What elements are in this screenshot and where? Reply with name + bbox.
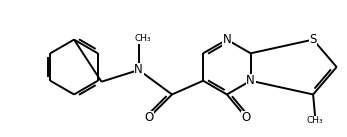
Text: CH₃: CH₃: [307, 116, 323, 125]
Text: CH₃: CH₃: [134, 34, 151, 43]
Text: S: S: [310, 33, 317, 46]
Text: N: N: [222, 33, 231, 46]
Text: N: N: [246, 74, 255, 87]
Text: O: O: [144, 112, 153, 125]
Text: N: N: [134, 63, 143, 76]
Text: O: O: [242, 112, 251, 125]
